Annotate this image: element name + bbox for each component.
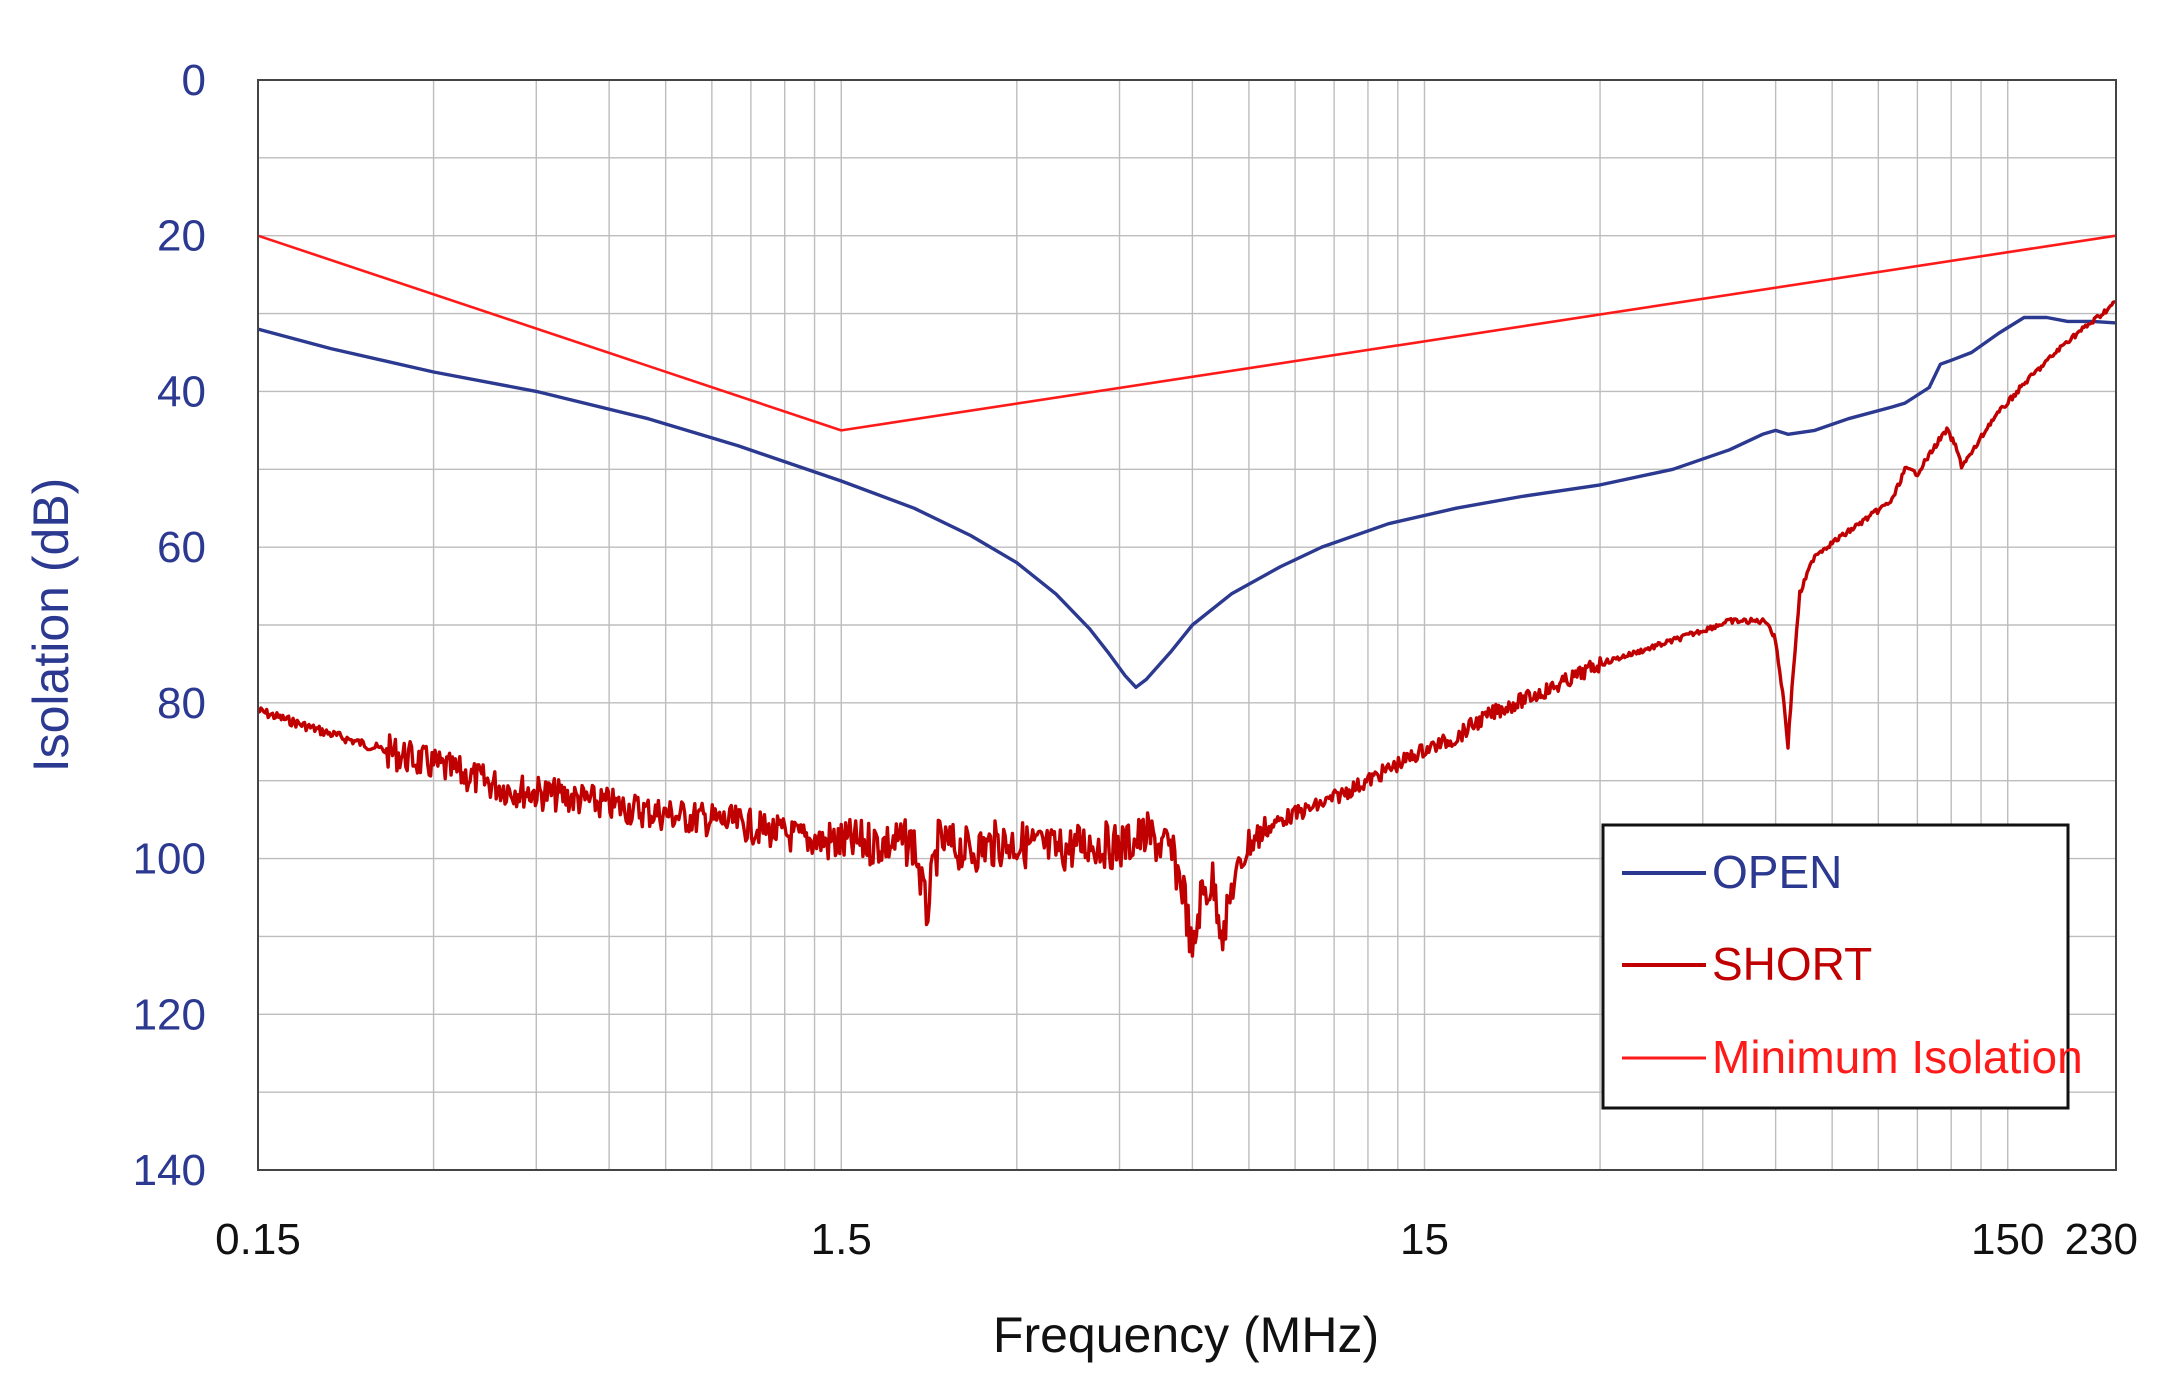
x-tick-label: 230 [2065, 1215, 2138, 1264]
x-tick-label: 150 [1971, 1215, 2044, 1264]
y-tick-label: 100 [133, 835, 206, 884]
x-tick-label: 1.5 [811, 1215, 872, 1264]
y-tick-label: 140 [133, 1146, 206, 1195]
x-tick-label: 15 [1400, 1215, 1449, 1264]
y-axis-ticks: 0 20 40 60 80 100 120 140 [133, 56, 206, 1195]
legend: OPEN SHORT Minimum Isolation [1601, 823, 2083, 1110]
x-axis-ticks: 0.15 1.5 15 150 230 [215, 1215, 2138, 1264]
x-tick-label: 0.15 [215, 1215, 301, 1264]
series-line-short [256, 300, 2117, 958]
y-tick-label: 20 [157, 212, 206, 261]
y-tick-label: 120 [133, 990, 206, 1039]
legend-label-short: SHORT [1712, 938, 1872, 990]
y-tick-label: 0 [182, 56, 206, 105]
series-line-minimum-isolation [257, 234, 2117, 432]
series-layer [256, 234, 2117, 958]
legend-label-open: OPEN [1712, 846, 1842, 898]
legend-label-minimum-isolation: Minimum Isolation [1712, 1031, 2083, 1083]
y-axis-title: Isolation (dB) [23, 478, 79, 773]
y-tick-label: 40 [157, 367, 206, 416]
y-tick-label: 80 [157, 679, 206, 728]
plot-frame [257, 79, 2117, 1171]
series-line-open [257, 315, 2117, 689]
x-axis-title: Frequency (MHz) [993, 1307, 1379, 1363]
y-tick-label: 60 [157, 523, 206, 572]
